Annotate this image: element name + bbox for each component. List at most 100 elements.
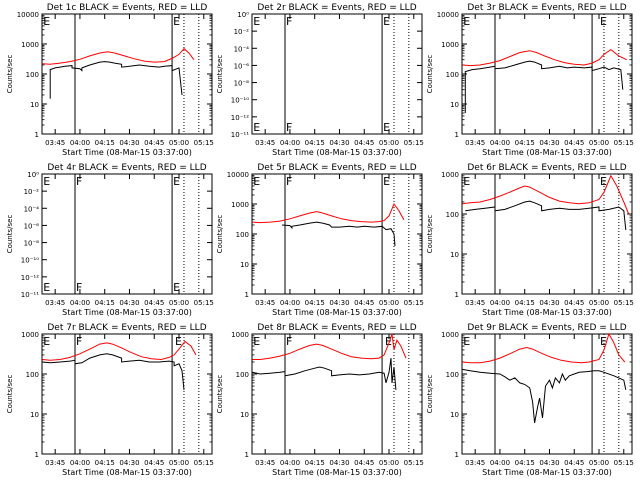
x-tick-label: 04:45 bbox=[144, 459, 164, 467]
x-axis-label: Start Time (08-Mar-15 03:37:00) bbox=[272, 468, 402, 477]
marker-letter-top: E bbox=[173, 15, 180, 28]
y-tick-label: 1000 bbox=[21, 41, 39, 49]
x-tick-label: 03:45 bbox=[465, 459, 485, 467]
marker-letter-top: E bbox=[463, 15, 470, 28]
series-lld-line bbox=[252, 333, 407, 360]
x-tick-label: 05:15 bbox=[404, 139, 424, 147]
x-tick-label: 04:00 bbox=[490, 459, 510, 467]
x-tick-label: 05:15 bbox=[194, 299, 214, 307]
y-tick-label: 10⁻² bbox=[234, 28, 250, 36]
x-tick-label: 04:30 bbox=[539, 139, 559, 147]
x-tick-label: 04:30 bbox=[329, 459, 349, 467]
marker-letter-top: E bbox=[253, 335, 260, 348]
series-events-line bbox=[252, 358, 397, 390]
x-axis-label: Start Time (08-Mar-15 03:37:00) bbox=[482, 148, 612, 157]
x-axis-label: Start Time (08-Mar-15 03:37:00) bbox=[482, 308, 612, 317]
x-tick-label: 03:45 bbox=[45, 299, 65, 307]
y-axis-label: Counts/sec bbox=[6, 215, 14, 254]
y-tick-label: 1 bbox=[245, 451, 249, 459]
panel-det-8: Det 8r BLACK = Events, RED = LLD 1 10 100 10… bbox=[216, 323, 424, 477]
y-tick-label: 1 bbox=[455, 291, 459, 299]
x-tick-label: 03:45 bbox=[255, 139, 275, 147]
y-tick-label: 1 bbox=[455, 451, 459, 459]
y-tick-label: 10⁻¹² bbox=[231, 114, 249, 122]
x-tick-label: 03:45 bbox=[45, 139, 65, 147]
marker-letter-top: F bbox=[286, 175, 292, 188]
y-axis-label: Counts/sec bbox=[6, 55, 14, 94]
x-tick-label: 05:00 bbox=[379, 459, 399, 467]
x-tick-label: 04:30 bbox=[119, 139, 139, 147]
marker-letter-top: E bbox=[600, 15, 607, 28]
x-tick-label: 04:15 bbox=[305, 459, 325, 467]
x-tick-label: 05:00 bbox=[379, 299, 399, 307]
x-tick-label: 04:15 bbox=[515, 299, 535, 307]
y-tick-label: 1000 bbox=[441, 171, 459, 179]
panel-det-6: Det 6r BLACK = Events, RED = LLD 1 10 100 10… bbox=[426, 163, 634, 317]
x-tick-label: 05:00 bbox=[169, 459, 189, 467]
y-tick-label: 10⁻² bbox=[24, 188, 40, 196]
y-tick-label: 100 bbox=[446, 371, 459, 379]
x-tick-label: 04:45 bbox=[354, 299, 374, 307]
x-tick-label: 05:00 bbox=[589, 459, 609, 467]
x-tick-label: 05:15 bbox=[194, 459, 214, 467]
panel-det-4: Det 4r BLACK = Events, RED = LLD 10⁻¹¹ 10⁻… bbox=[6, 163, 214, 317]
x-tick-label: 05:15 bbox=[614, 139, 634, 147]
panel-det-3: Det 3r BLACK = Events, RED = LLD 1 10 100 10… bbox=[426, 3, 634, 157]
plot-frame bbox=[251, 333, 423, 455]
x-axis-label: Start Time (08-Mar-15 03:37:00) bbox=[62, 468, 192, 477]
x-tick-label: 03:45 bbox=[45, 459, 65, 467]
plot-frame bbox=[461, 173, 633, 295]
y-tick-label: 1000 bbox=[21, 331, 39, 339]
y-tick-label: 10 bbox=[450, 101, 459, 109]
y-tick-label: 100 bbox=[26, 371, 39, 379]
y-tick-label: 10⁻¹² bbox=[21, 274, 39, 282]
y-tick-label: 10000 bbox=[227, 171, 249, 179]
y-tick-label: 1000 bbox=[231, 331, 249, 339]
x-axis-label: Start Time (08-Mar-15 03:37:00) bbox=[272, 148, 402, 157]
x-tick-label: 04:00 bbox=[490, 299, 510, 307]
series-events-line bbox=[42, 353, 185, 390]
y-tick-label: 10⁻⁴ bbox=[24, 205, 40, 213]
plot-frame bbox=[251, 13, 423, 135]
marker-letter-top: E bbox=[600, 335, 607, 348]
x-axis-label: Start Time (08-Mar-15 03:37:00) bbox=[62, 308, 192, 317]
x-tick-label: 04:45 bbox=[564, 299, 584, 307]
marker-letter-top: F bbox=[76, 175, 82, 188]
x-tick-label: 04:45 bbox=[144, 139, 164, 147]
marker-letter-top: F bbox=[286, 15, 292, 28]
y-tick-label: 10 bbox=[240, 261, 249, 269]
series-events-line bbox=[464, 60, 624, 113]
y-axis-label: Counts/sec bbox=[426, 55, 434, 94]
y-tick-label: 100 bbox=[446, 71, 459, 79]
x-tick-label: 04:00 bbox=[70, 299, 90, 307]
marker-letter-top: E bbox=[600, 175, 607, 188]
plot-frame bbox=[461, 333, 633, 455]
plot-frame bbox=[461, 13, 633, 135]
panel-det-2: Det 2r BLACK = Events, RED = LLD 10⁻¹¹ 10⁻… bbox=[216, 3, 424, 157]
y-tick-label: 10⁻⁸ bbox=[24, 240, 40, 248]
plot-frame bbox=[251, 173, 423, 295]
x-tick-label: 04:30 bbox=[119, 299, 139, 307]
marker-letter-bottom: E bbox=[253, 121, 260, 134]
y-tick-label: 1000 bbox=[231, 201, 249, 209]
x-tick-label: 05:00 bbox=[169, 299, 189, 307]
panel-title: Det 4r BLACK = Events, RED = LLD bbox=[47, 163, 206, 173]
x-tick-label: 04:00 bbox=[70, 459, 90, 467]
marker-letter-top: E bbox=[175, 335, 182, 348]
x-tick-label: 04:15 bbox=[95, 139, 115, 147]
y-tick-label: 1 bbox=[35, 451, 39, 459]
marker-letter-bottom: E bbox=[43, 281, 50, 294]
y-axis-label: Counts/sec bbox=[426, 215, 434, 254]
panel-title: Det 6r BLACK = Events, RED = LLD bbox=[467, 163, 626, 173]
x-tick-label: 05:00 bbox=[169, 139, 189, 147]
x-tick-label: 04:15 bbox=[95, 299, 115, 307]
x-tick-label: 04:00 bbox=[280, 459, 300, 467]
x-tick-label: 04:15 bbox=[515, 139, 535, 147]
y-tick-label: 1 bbox=[35, 131, 39, 139]
series-events-line bbox=[462, 368, 627, 423]
series-lld-line bbox=[462, 48, 627, 67]
x-tick-label: 03:45 bbox=[465, 299, 485, 307]
panel-det-7: Det 7r BLACK = Events, RED = LLD 1 10 100 10… bbox=[6, 323, 214, 477]
x-axis-label: Start Time (08-Mar-15 03:37:00) bbox=[272, 308, 402, 317]
